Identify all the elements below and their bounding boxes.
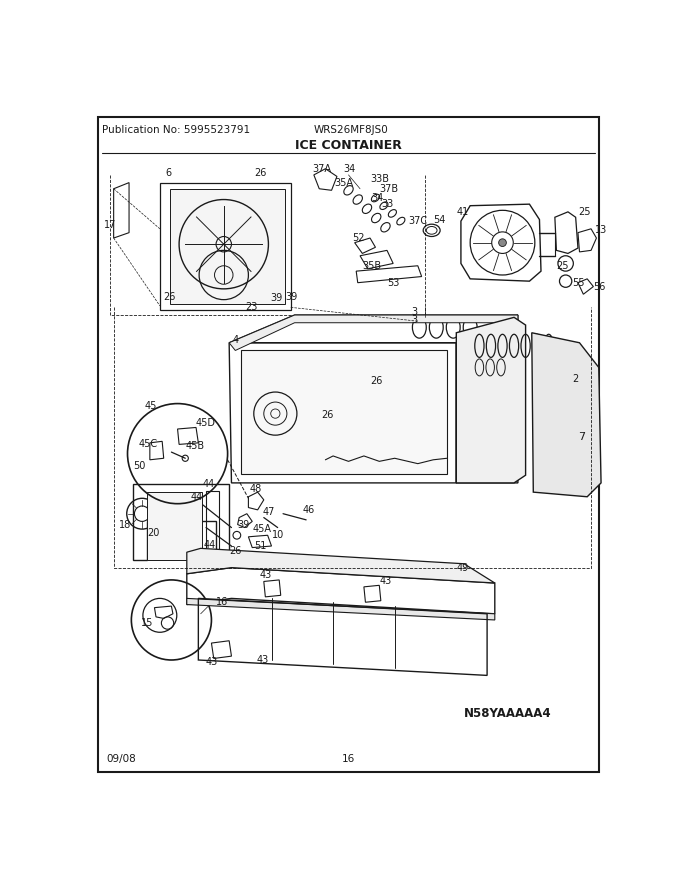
Text: 43: 43: [379, 576, 392, 586]
Text: 25: 25: [578, 207, 590, 216]
Polygon shape: [170, 189, 286, 304]
Text: 34: 34: [343, 164, 356, 173]
Text: 52: 52: [352, 233, 365, 243]
Text: 34: 34: [371, 193, 384, 203]
Polygon shape: [532, 333, 601, 496]
Text: 35B: 35B: [362, 260, 381, 271]
Text: 33B: 33B: [370, 173, 389, 184]
Text: 4: 4: [233, 335, 239, 346]
Text: 7: 7: [578, 432, 585, 442]
Text: 54: 54: [433, 215, 445, 224]
Text: 44: 44: [202, 480, 214, 489]
Text: 50: 50: [133, 461, 146, 471]
Text: 23: 23: [245, 303, 258, 312]
Text: 16: 16: [216, 598, 228, 607]
Text: 25: 25: [556, 260, 569, 271]
Text: 26: 26: [370, 377, 382, 386]
Text: 45B: 45B: [185, 441, 205, 451]
Text: 3: 3: [411, 307, 418, 317]
Polygon shape: [229, 315, 518, 350]
Text: 43: 43: [206, 656, 218, 666]
Text: 39: 39: [286, 291, 298, 302]
Text: 09/08: 09/08: [106, 753, 136, 764]
Text: 37B: 37B: [379, 184, 398, 194]
Text: ICE CONTAINER: ICE CONTAINER: [295, 139, 402, 152]
Text: 56: 56: [594, 282, 606, 291]
Circle shape: [498, 238, 507, 246]
Text: 45: 45: [144, 401, 157, 411]
Text: 49: 49: [456, 562, 469, 573]
Text: 16: 16: [342, 753, 355, 764]
Text: 2: 2: [572, 374, 578, 384]
Text: N58YAAAAA4: N58YAAAAA4: [464, 708, 551, 721]
Text: 45D: 45D: [196, 418, 216, 428]
Text: WRS26MF8JS0: WRS26MF8JS0: [314, 125, 388, 136]
Text: 43: 43: [256, 655, 269, 665]
Polygon shape: [187, 598, 495, 620]
Text: 26: 26: [229, 546, 241, 555]
Text: 15: 15: [141, 618, 153, 628]
Text: 35A: 35A: [335, 178, 354, 187]
Text: 45C: 45C: [139, 439, 158, 450]
Text: 18: 18: [119, 520, 131, 531]
Text: 48: 48: [250, 484, 262, 494]
Text: 47: 47: [262, 507, 275, 517]
Text: 44: 44: [204, 539, 216, 549]
Text: 39: 39: [270, 293, 282, 303]
Polygon shape: [147, 492, 202, 560]
Polygon shape: [456, 318, 526, 483]
Text: 53: 53: [387, 278, 399, 288]
Text: 13: 13: [595, 225, 607, 235]
Text: 44: 44: [190, 492, 203, 502]
Text: 26: 26: [254, 168, 267, 179]
Text: 26: 26: [164, 291, 176, 302]
Text: 37C: 37C: [409, 216, 428, 226]
Text: 10: 10: [271, 531, 284, 540]
Text: Publication No: 5995523791: Publication No: 5995523791: [102, 125, 250, 136]
Text: 46: 46: [303, 505, 315, 515]
Text: 37A: 37A: [312, 164, 331, 173]
Polygon shape: [241, 350, 447, 473]
Text: 6: 6: [165, 168, 171, 179]
Polygon shape: [187, 548, 495, 583]
Text: 51: 51: [254, 541, 267, 551]
Text: 41: 41: [456, 207, 469, 216]
Text: 17: 17: [103, 220, 116, 230]
Text: 20: 20: [147, 528, 159, 538]
Text: 3: 3: [411, 315, 418, 325]
Text: 26: 26: [322, 410, 334, 420]
Text: 45A: 45A: [252, 524, 271, 534]
Text: 39: 39: [237, 520, 249, 531]
Text: 43: 43: [260, 570, 272, 580]
Text: 55: 55: [572, 278, 584, 288]
Text: 33: 33: [381, 199, 393, 209]
